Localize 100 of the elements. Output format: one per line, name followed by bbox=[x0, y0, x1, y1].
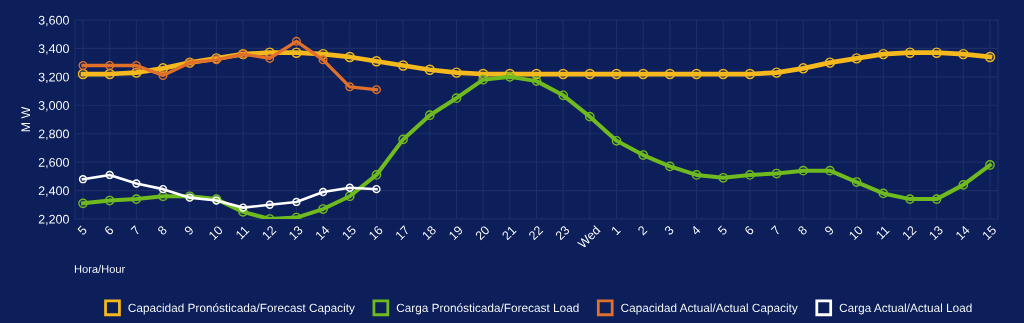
point bbox=[665, 161, 675, 172]
point bbox=[825, 165, 835, 176]
point bbox=[637, 68, 649, 80]
x-tick-label: 21 bbox=[501, 225, 517, 241]
point bbox=[398, 134, 408, 145]
point bbox=[905, 194, 915, 204]
point bbox=[931, 194, 942, 204]
x-tick-label: 23 bbox=[554, 225, 571, 241]
point bbox=[158, 184, 168, 194]
x-tick-label: 20 bbox=[474, 225, 491, 241]
legend-label: Carga Actual/Actual Load bbox=[839, 303, 972, 315]
x-tick-label: 13 bbox=[928, 225, 944, 241]
point bbox=[718, 68, 729, 80]
point bbox=[611, 68, 622, 80]
point bbox=[958, 48, 969, 60]
point bbox=[371, 85, 381, 95]
x-tick-label: 12 bbox=[261, 225, 277, 241]
point bbox=[345, 183, 354, 192]
point bbox=[131, 60, 141, 71]
point bbox=[105, 60, 115, 71]
point bbox=[558, 90, 569, 101]
point bbox=[371, 56, 382, 67]
x-tick-label: 7 bbox=[130, 225, 141, 236]
y-axis-title: M W bbox=[21, 106, 31, 132]
y-tick-label: 2,600 bbox=[38, 157, 69, 169]
x-tick-label: 9 bbox=[824, 225, 835, 236]
point bbox=[318, 187, 328, 197]
point bbox=[985, 160, 995, 170]
legend-label: Carga Pronósticada/Forecast Load bbox=[396, 303, 579, 315]
point bbox=[397, 60, 409, 71]
point bbox=[584, 68, 596, 80]
point bbox=[132, 179, 141, 188]
point bbox=[984, 51, 996, 63]
point bbox=[131, 67, 142, 78]
point bbox=[798, 165, 809, 176]
x-tick-label: 6 bbox=[103, 225, 115, 236]
point bbox=[878, 188, 889, 199]
x-tick-label: 17 bbox=[395, 225, 410, 241]
x-tick-label: 19 bbox=[448, 225, 464, 241]
point bbox=[638, 150, 649, 160]
x-tick-label: 3 bbox=[663, 225, 675, 236]
point bbox=[292, 197, 301, 207]
point bbox=[451, 93, 462, 104]
x-tick-label: 22 bbox=[528, 225, 544, 241]
x-tick-label: 5 bbox=[77, 225, 88, 236]
x-tick-label: 11 bbox=[875, 225, 890, 240]
point bbox=[878, 48, 889, 60]
point bbox=[424, 64, 436, 75]
point bbox=[157, 63, 169, 74]
x-tick-label: 10 bbox=[848, 225, 864, 241]
y-tick-label: 2,200 bbox=[38, 214, 69, 226]
x-tick-label: 8 bbox=[797, 225, 808, 236]
y-tick-label: 3,200 bbox=[38, 72, 69, 83]
point bbox=[691, 170, 702, 180]
x-tick-label: 8 bbox=[157, 225, 168, 236]
x-tick-label: 2 bbox=[637, 225, 648, 236]
point bbox=[265, 200, 274, 209]
point bbox=[691, 68, 702, 80]
x-tick-label: 18 bbox=[421, 225, 437, 241]
x-axis-title: Hora/Hour bbox=[74, 264, 126, 273]
x-tick-label: 5 bbox=[717, 225, 728, 236]
point bbox=[105, 170, 114, 180]
point bbox=[958, 180, 969, 190]
point bbox=[345, 82, 355, 92]
point bbox=[851, 53, 862, 64]
legend-label: Capacidad Pronósticada/Forecast Capacity bbox=[128, 303, 355, 315]
point bbox=[291, 47, 302, 58]
point bbox=[78, 175, 88, 184]
y-tick-label: 2,800 bbox=[38, 129, 69, 140]
point bbox=[771, 168, 782, 179]
point bbox=[318, 204, 328, 214]
point bbox=[78, 60, 88, 71]
point bbox=[931, 47, 942, 58]
y-tick-label: 3,000 bbox=[38, 101, 69, 112]
point bbox=[344, 51, 355, 63]
y-tick-label: 3,600 bbox=[38, 15, 69, 27]
x-tick-label: 11 bbox=[235, 225, 250, 240]
x-tick-label: 4 bbox=[690, 225, 702, 236]
point bbox=[238, 203, 248, 212]
point bbox=[265, 53, 275, 63]
point bbox=[557, 68, 569, 80]
point bbox=[318, 55, 328, 65]
point bbox=[104, 195, 115, 206]
x-tick-label: 10 bbox=[208, 225, 224, 241]
legend-label: Capacidad Actual/Actual Capacity bbox=[621, 303, 798, 315]
y-tick-label: 3,400 bbox=[38, 44, 69, 55]
x-tick-label: 15 bbox=[341, 225, 357, 241]
x-tick-label: 1 bbox=[610, 225, 621, 236]
point bbox=[744, 68, 756, 80]
point bbox=[798, 63, 809, 74]
point bbox=[371, 170, 382, 180]
point bbox=[824, 57, 836, 68]
point bbox=[531, 68, 542, 80]
point bbox=[131, 194, 142, 204]
point bbox=[718, 172, 729, 183]
point bbox=[104, 68, 115, 80]
x-tick-label: 16 bbox=[368, 225, 384, 241]
point bbox=[158, 191, 168, 202]
point bbox=[344, 191, 355, 202]
point bbox=[478, 74, 489, 85]
